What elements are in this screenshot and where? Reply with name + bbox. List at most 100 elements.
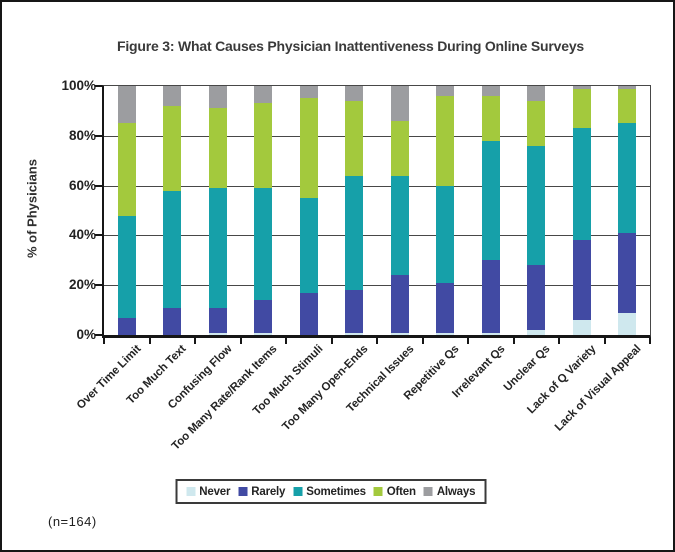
bar-segment-often	[345, 100, 364, 176]
legend-swatch-often	[373, 487, 383, 496]
bar-segment-rarely	[254, 300, 273, 333]
y-tick-mark-100	[95, 85, 102, 87]
bar-segment-often	[618, 88, 637, 124]
legend: Never Rarely Sometimes Often Always	[175, 479, 487, 504]
bar-segment-never	[345, 332, 364, 335]
bar-segment-always	[527, 86, 546, 101]
bar-segment-never	[618, 312, 637, 335]
bar-segment-sometimes	[436, 185, 455, 283]
bar-segment-never	[572, 320, 591, 335]
legend-label-often: Often	[386, 485, 416, 498]
x-category-label-lack-of-visual-appeal: Lack of Visual Appeal	[553, 343, 644, 434]
bar-segment-always	[254, 86, 273, 104]
bar-segment-always	[390, 86, 409, 121]
gridline-20	[104, 285, 650, 287]
bar-segment-always	[345, 86, 364, 101]
y-tick-label-60: 60%	[68, 177, 96, 193]
y-tick-label-100: 100%	[61, 78, 96, 93]
bar-segment-often	[436, 95, 455, 186]
bar-segment-rarely	[481, 260, 500, 333]
y-tick-label-0: 0%	[76, 327, 96, 342]
gridline-80	[104, 135, 650, 137]
bar-segment-often	[117, 123, 136, 216]
bar-segment-never	[208, 332, 227, 335]
bar-segment-never	[527, 330, 546, 335]
legend-label-sometimes: Sometimes	[306, 485, 366, 498]
y-tick-label-20: 20%	[68, 277, 96, 293]
bar-segment-rarely	[390, 275, 409, 333]
sample-size-note: (n=164)	[48, 514, 97, 529]
bar-segment-rarely	[163, 307, 182, 335]
bar-segment-always	[572, 86, 591, 89]
y-axis-label: % of Physicians	[24, 159, 40, 258]
bar-segment-always	[436, 86, 455, 96]
bar-segment-never	[481, 332, 500, 335]
y-tick-label-80: 80%	[68, 127, 96, 143]
gridline-60	[104, 185, 650, 187]
legend-item-always: Always	[423, 486, 475, 498]
bar-segment-often	[254, 103, 273, 189]
bar-segment-sometimes	[254, 188, 273, 301]
bar-segment-always	[163, 86, 182, 106]
bar-segment-sometimes	[345, 175, 364, 291]
bar-segment-sometimes	[208, 188, 227, 308]
bar-segment-always	[618, 86, 637, 89]
bar-segment-never	[254, 332, 273, 335]
bar-segment-sometimes	[299, 198, 318, 293]
bar-segment-rarely	[436, 282, 455, 333]
bar-unclear-qs	[527, 86, 546, 335]
bar-segment-sometimes	[390, 175, 409, 276]
bar-too-many-open-ends	[345, 86, 364, 335]
bar-segment-rarely	[527, 265, 546, 331]
y-tick-mark-60	[95, 184, 102, 187]
x-tick-mark-9	[512, 338, 515, 344]
x-tick-mark-11	[603, 338, 606, 344]
y-tick-label-40: 40%	[68, 227, 96, 243]
legend-item-often: Often	[373, 485, 416, 498]
bar-segment-often	[572, 88, 591, 129]
x-tick-mark-0	[103, 338, 105, 344]
bar-segment-often	[527, 100, 546, 146]
bar-segment-always	[208, 86, 227, 109]
x-tick-mark-6	[376, 338, 378, 344]
legend-swatch-never	[186, 487, 196, 496]
bar-segment-rarely	[618, 232, 637, 313]
bar-too-many-rate-rank-items	[254, 86, 273, 335]
legend-swatch-rarely	[238, 487, 248, 496]
bar-segment-sometimes	[117, 215, 136, 318]
bar-segment-always	[481, 86, 500, 96]
bar-segment-always	[299, 86, 318, 99]
bar-repetitive-qs	[436, 86, 455, 335]
bar-lack-of-q-variety	[572, 86, 591, 335]
y-tick-mark-20	[95, 284, 102, 287]
bar-segment-often	[208, 108, 227, 189]
x-tick-mark-12	[649, 338, 651, 344]
bar-confusing-flow	[208, 86, 227, 335]
bar-too-much-stimuli	[299, 86, 318, 335]
bar-segment-never	[390, 332, 409, 335]
bar-segment-rarely	[208, 307, 227, 333]
chart-title: Figure 3: What Causes Physician Inattent…	[117, 38, 584, 54]
x-tick-mark-8	[467, 338, 469, 344]
bar-segment-often	[163, 105, 182, 191]
bar-too-much-text	[163, 86, 182, 335]
bar-over-time-limit	[117, 86, 136, 335]
legend-label-never: Never	[199, 485, 231, 498]
legend-swatch-always	[423, 487, 433, 496]
x-category-label-over-time-limit: Over Time Limit	[74, 343, 144, 412]
bar-segment-rarely	[299, 292, 318, 335]
bar-irrelevant-qs	[481, 86, 500, 335]
x-tick-mark-7	[421, 338, 424, 344]
bar-segment-never	[436, 332, 455, 335]
bar-segment-often	[390, 120, 409, 176]
legend-item-never: Never	[186, 486, 230, 498]
bar-segment-often	[299, 98, 318, 199]
legend-label-rarely: Rarely	[251, 485, 286, 498]
gridline-40	[104, 235, 650, 237]
bar-segment-sometimes	[527, 145, 546, 266]
bar-technical-issues	[390, 86, 409, 335]
bar-segment-often	[481, 95, 500, 141]
bar-segment-sometimes	[618, 123, 637, 233]
bar-segment-rarely	[117, 317, 136, 335]
